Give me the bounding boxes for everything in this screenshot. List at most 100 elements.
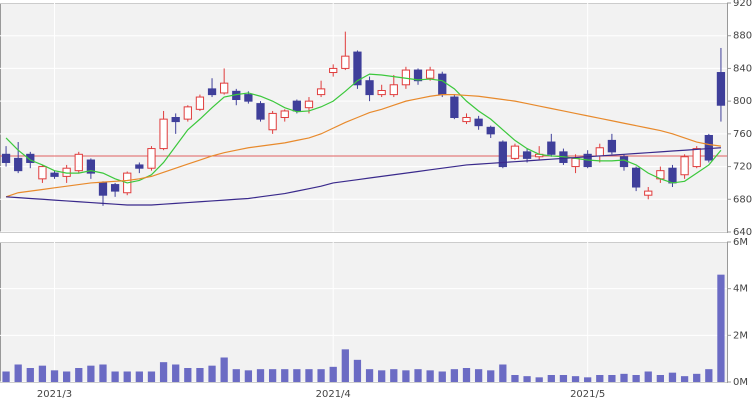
y-tick-label: 720 xyxy=(733,162,752,173)
volume-bar xyxy=(462,368,471,382)
candle-body xyxy=(486,126,495,135)
candle-body xyxy=(522,151,532,159)
volume-bar xyxy=(172,364,180,382)
volume-bar xyxy=(305,369,313,382)
candle-body xyxy=(595,147,604,157)
volume-bar xyxy=(378,370,386,382)
candle-body xyxy=(389,84,398,96)
volume-bar xyxy=(268,369,277,382)
candle-body xyxy=(207,88,217,96)
volume-bar xyxy=(75,368,83,382)
candle-body xyxy=(353,51,362,86)
candle-body xyxy=(74,153,83,172)
volume-bar xyxy=(680,376,689,382)
moving-average-line xyxy=(5,73,722,184)
candle-body xyxy=(547,141,556,155)
plot-area xyxy=(0,3,728,233)
candle-body xyxy=(280,110,289,119)
candle-body xyxy=(329,67,338,74)
candle-body xyxy=(462,117,471,123)
volume-bar xyxy=(438,371,446,382)
volume-bar xyxy=(535,377,543,382)
candle-body xyxy=(147,148,156,169)
candle-body xyxy=(631,167,641,188)
candle-body xyxy=(38,166,47,180)
candle-body xyxy=(244,94,253,102)
volume-bar xyxy=(63,371,71,382)
candle-body xyxy=(498,141,507,168)
candle-body xyxy=(438,73,447,96)
candle-body xyxy=(220,82,229,94)
volume-bar xyxy=(353,359,362,382)
volume-bar xyxy=(523,376,531,382)
volume-bar xyxy=(365,369,374,382)
y-tick-label: 6M xyxy=(733,237,748,248)
candle-body xyxy=(304,100,314,109)
moving-average-line xyxy=(6,147,721,206)
candle-body xyxy=(159,118,168,150)
volume-bar xyxy=(220,357,228,382)
volume-bar xyxy=(2,371,10,382)
candle-body xyxy=(86,159,96,174)
x-tick-label: 2021/3 xyxy=(37,389,72,400)
y-tick-label: 840 xyxy=(733,63,752,74)
candle-body xyxy=(571,157,580,168)
volume-bar xyxy=(135,371,143,382)
x-tick-label: 2021/4 xyxy=(316,389,351,400)
candle-body xyxy=(50,172,59,177)
candle-body xyxy=(474,118,483,127)
candle-body xyxy=(450,96,459,119)
candle-body xyxy=(680,156,689,176)
volume-bar xyxy=(329,366,337,382)
candle-body xyxy=(341,55,350,69)
volume-bar xyxy=(390,369,398,382)
volume-bar xyxy=(341,349,349,382)
volume-bar xyxy=(547,375,555,382)
plot-area xyxy=(0,242,728,383)
volume-bar xyxy=(87,365,95,382)
volume-bar xyxy=(208,365,216,382)
volume-bar xyxy=(632,375,640,382)
volume-bar xyxy=(693,373,701,382)
candle-body xyxy=(98,182,108,196)
candle-body xyxy=(365,80,374,96)
volume-bar xyxy=(487,370,495,382)
candle-body xyxy=(704,134,713,161)
volume-bar xyxy=(99,364,107,382)
y-tick-label: 2M xyxy=(733,330,748,341)
candle-body xyxy=(135,164,144,169)
candle-body xyxy=(256,103,265,120)
volume-bar xyxy=(111,371,119,382)
volume-bar xyxy=(147,371,156,382)
volume-bar xyxy=(123,371,131,382)
candle-body xyxy=(183,106,192,120)
candle-body xyxy=(510,145,520,159)
y-tick-label: 680 xyxy=(733,194,752,205)
candle-body xyxy=(377,90,386,96)
y-tick-label: 800 xyxy=(733,96,752,107)
volume-bar xyxy=(26,368,34,382)
volume-bar xyxy=(596,375,604,382)
volume-bar xyxy=(402,370,410,382)
volume-bar xyxy=(244,370,253,382)
candle-body xyxy=(316,88,326,96)
volume-bar xyxy=(414,369,422,382)
volume-bar xyxy=(14,364,22,382)
volume-bar xyxy=(668,372,677,382)
volume-bar xyxy=(159,362,168,382)
volume-bar xyxy=(281,369,289,382)
candle-body xyxy=(644,190,653,196)
volume-bar xyxy=(656,375,664,382)
volume-bar xyxy=(317,369,325,382)
y-tick-label: 760 xyxy=(733,129,752,140)
volume-bar xyxy=(644,371,652,382)
candle-body xyxy=(716,72,726,106)
candle-body xyxy=(413,69,423,82)
volume-bar xyxy=(620,373,628,382)
candle-body xyxy=(607,139,617,153)
volume-bar xyxy=(717,274,725,382)
volume-bar xyxy=(584,377,592,382)
candle-body xyxy=(426,69,435,79)
volume-bar xyxy=(608,375,616,382)
